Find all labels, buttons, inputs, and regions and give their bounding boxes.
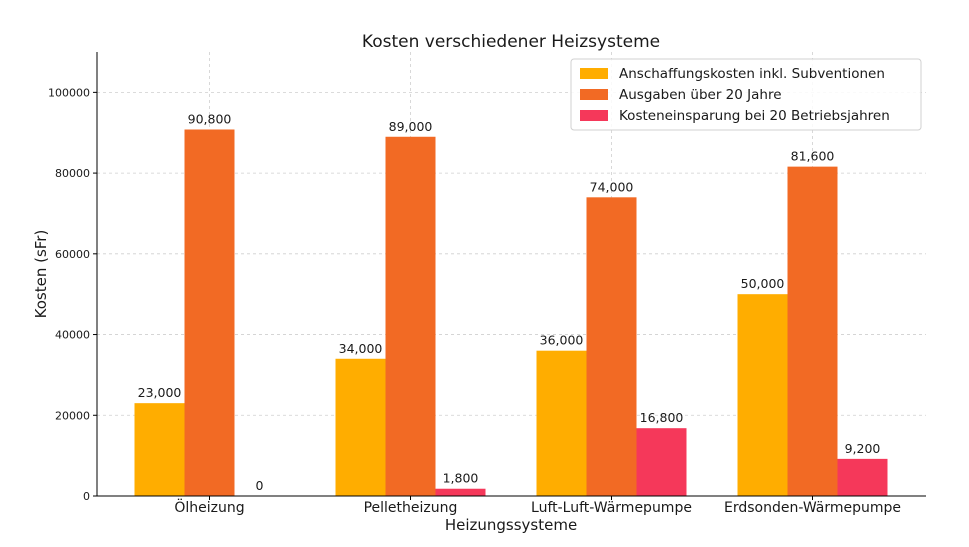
x-axis-label: Heizungssysteme xyxy=(445,516,577,534)
y-tick-label: 100000 xyxy=(48,86,90,99)
bar xyxy=(435,488,486,496)
bar xyxy=(737,294,788,496)
legend: Anschaffungskosten inkl. Subventionen Aus… xyxy=(570,58,922,131)
bar xyxy=(586,197,637,497)
x-tick-label: Ölheizung xyxy=(174,498,244,516)
bar xyxy=(184,129,235,497)
bar xyxy=(636,428,687,496)
bar xyxy=(837,458,888,496)
y-axis-label: Kosten (sFr) xyxy=(32,230,50,319)
y-tick-label: 60000 xyxy=(55,248,90,261)
bar xyxy=(787,166,838,496)
bar-value-label: 23,000 xyxy=(138,385,182,400)
bar-value-label: 0 xyxy=(256,478,264,493)
bar-value-label: 90,800 xyxy=(188,111,232,126)
bar xyxy=(134,403,185,496)
x-tick-label: Erdsonden-Wärmepumpe xyxy=(724,500,901,516)
y-tick-label: 40000 xyxy=(55,329,90,342)
bar-value-label: 50,000 xyxy=(741,276,785,291)
legend-swatch xyxy=(580,110,608,121)
x-tick-label: Pelletheizung xyxy=(364,500,458,516)
bar-value-label: 1,800 xyxy=(443,471,479,486)
legend-swatch xyxy=(580,68,608,79)
bar-value-label: 9,200 xyxy=(845,441,881,456)
bar-value-label: 81,600 xyxy=(791,149,835,164)
bar-value-label: 34,000 xyxy=(339,341,383,356)
legend-swatch xyxy=(580,89,608,100)
legend-label: Anschaffungskosten inkl. Subventionen xyxy=(619,66,885,82)
legend-label: Ausgaben über 20 Jahre xyxy=(619,87,782,103)
bar xyxy=(536,350,587,496)
legend-box xyxy=(570,58,922,131)
chart-title: Kosten verschiedener Heizsysteme xyxy=(362,32,660,52)
bar-value-label: 74,000 xyxy=(590,179,634,194)
x-tick-label: Luft-Luft-Wärmepumpe xyxy=(531,500,692,516)
bar xyxy=(385,136,436,496)
bars xyxy=(134,129,888,497)
axes: 0 20000 40000 60000 80000 100000 Ölheizung Pell… xyxy=(48,52,926,516)
bar xyxy=(335,358,386,496)
y-tick-label: 20000 xyxy=(55,409,90,422)
bar-value-label: 89,000 xyxy=(389,119,433,134)
y-tick-label: 80000 xyxy=(55,167,90,180)
y-tick-label: 0 xyxy=(83,490,90,503)
bar-value-label: 16,800 xyxy=(640,410,684,425)
data-labels: 23,000 34,000 36,000 50,000 90,800 89,000 74,0… xyxy=(138,111,881,493)
bar-value-label: 36,000 xyxy=(540,333,584,348)
legend-label: Kosteneinsparung bei 20 Betriebsjahren xyxy=(619,108,890,124)
